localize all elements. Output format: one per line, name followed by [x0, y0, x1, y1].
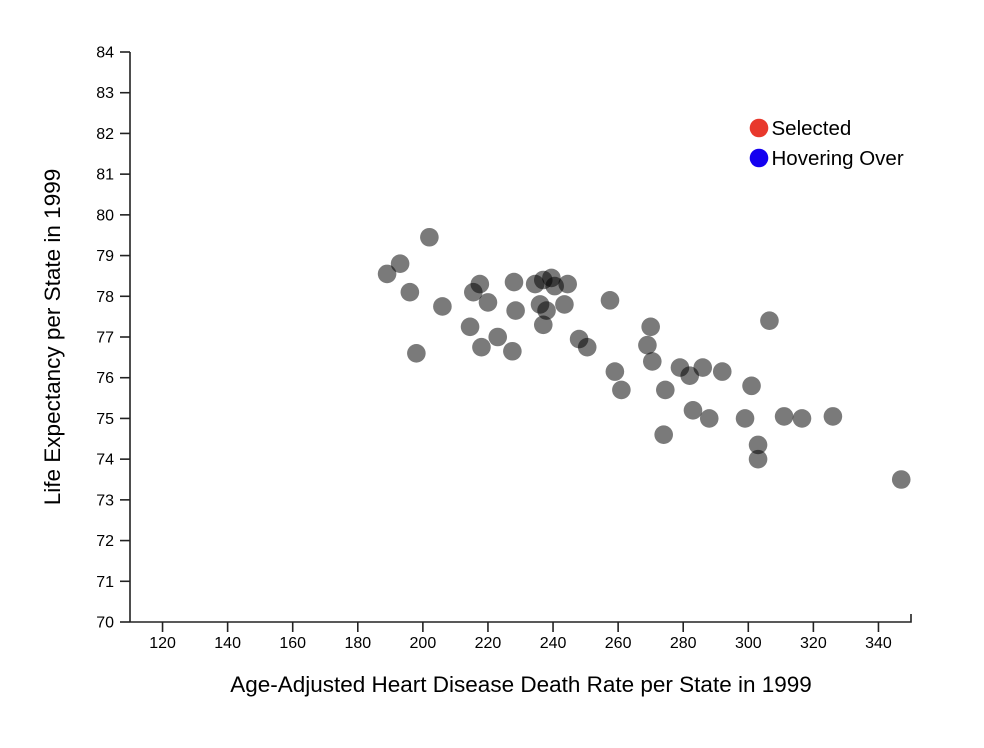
data-point[interactable] — [460, 317, 480, 337]
data-point[interactable] — [433, 297, 452, 316]
data-point[interactable] — [774, 407, 794, 426]
y-tick-label: 80 — [96, 207, 114, 224]
data-point[interactable] — [683, 400, 703, 420]
y-tick-label: 72 — [96, 533, 114, 550]
y-tick-label: 78 — [96, 289, 114, 306]
legend-marker-hovering-over-icon — [749, 148, 769, 168]
y-tick-label: 71 — [96, 574, 114, 591]
legend-marker-selected-icon — [749, 118, 769, 138]
data-point[interactable] — [558, 274, 577, 294]
data-point[interactable] — [377, 264, 397, 284]
x-tick-label: 300 — [735, 635, 762, 652]
x-tick-label: 120 — [149, 635, 176, 652]
data-point[interactable] — [760, 311, 779, 331]
data-point[interactable] — [735, 409, 755, 428]
y-tick-label: 70 — [96, 615, 114, 632]
data-point[interactable] — [420, 227, 439, 247]
data-point[interactable] — [656, 380, 675, 400]
x-tick-label: 280 — [670, 635, 697, 652]
y-tick-label: 83 — [96, 85, 114, 102]
data-point[interactable] — [506, 301, 525, 320]
x-tick-label: 140 — [214, 635, 241, 652]
data-point[interactable] — [612, 380, 631, 400]
data-point[interactable] — [478, 293, 498, 312]
x-tick-label: 220 — [475, 635, 502, 652]
y-axis-title: Life Expectancy per State in 1999 — [40, 169, 65, 505]
data-point[interactable] — [555, 295, 574, 314]
y-tick-label: 84 — [96, 45, 114, 62]
data-point[interactable] — [504, 272, 524, 292]
data-point[interactable] — [742, 376, 761, 396]
y-tick-label: 77 — [96, 330, 114, 347]
data-point[interactable] — [642, 352, 662, 371]
data-point[interactable] — [390, 254, 410, 274]
y-tick-label: 82 — [96, 126, 114, 143]
x-axis: 120 140 160 180 200 220 240 260 280 300 320 340 — [130, 614, 912, 652]
x-axis-line — [130, 614, 912, 623]
data-point[interactable] — [712, 362, 732, 381]
y-tick-label: 74 — [96, 452, 114, 469]
data-point[interactable] — [600, 291, 620, 310]
legend-label: Selected — [772, 117, 852, 140]
data-point[interactable] — [605, 362, 625, 381]
data-point[interactable] — [488, 327, 508, 347]
y-tick-label: 79 — [96, 248, 114, 265]
y-tick-label: 73 — [96, 492, 114, 509]
data-point[interactable] — [407, 343, 426, 363]
data-point[interactable] — [503, 341, 522, 361]
data-point[interactable] — [891, 470, 911, 489]
data-point[interactable] — [654, 425, 673, 445]
y-tick-label: 76 — [96, 370, 114, 387]
data-point[interactable] — [577, 337, 597, 357]
x-tick-label: 240 — [540, 635, 567, 652]
y-tick-label: 81 — [96, 167, 114, 184]
data-point[interactable] — [472, 337, 491, 357]
x-tick-label: 320 — [800, 635, 827, 652]
data-point[interactable] — [693, 358, 713, 377]
data-point[interactable] — [470, 274, 490, 294]
data-point[interactable] — [792, 409, 812, 428]
data-point[interactable] — [823, 407, 843, 426]
x-tick-label: 200 — [410, 635, 437, 652]
legend-label: Hovering Over — [772, 147, 904, 170]
data-point[interactable] — [699, 409, 719, 428]
x-tick-label: 340 — [865, 635, 892, 652]
data-point[interactable] — [748, 449, 768, 469]
data-point[interactable] — [533, 315, 553, 335]
data-points — [377, 227, 911, 489]
x-tick-label: 180 — [344, 635, 371, 652]
data-point[interactable] — [537, 301, 556, 320]
legend: Selected Hovering Over — [749, 117, 904, 170]
data-point[interactable] — [641, 317, 660, 337]
data-point[interactable] — [748, 435, 768, 455]
x-tick-label: 260 — [605, 635, 632, 652]
data-point[interactable] — [400, 282, 420, 302]
data-point[interactable] — [638, 335, 657, 355]
y-tick-label: 75 — [96, 411, 114, 428]
x-axis-title: Age-Adjusted Heart Disease Death Rate pe… — [230, 672, 812, 697]
x-tick-label: 160 — [279, 635, 306, 652]
y-axis: 70 71 72 73 74 75 76 77 78 79 80 81 82 83 84 — [96, 45, 131, 632]
